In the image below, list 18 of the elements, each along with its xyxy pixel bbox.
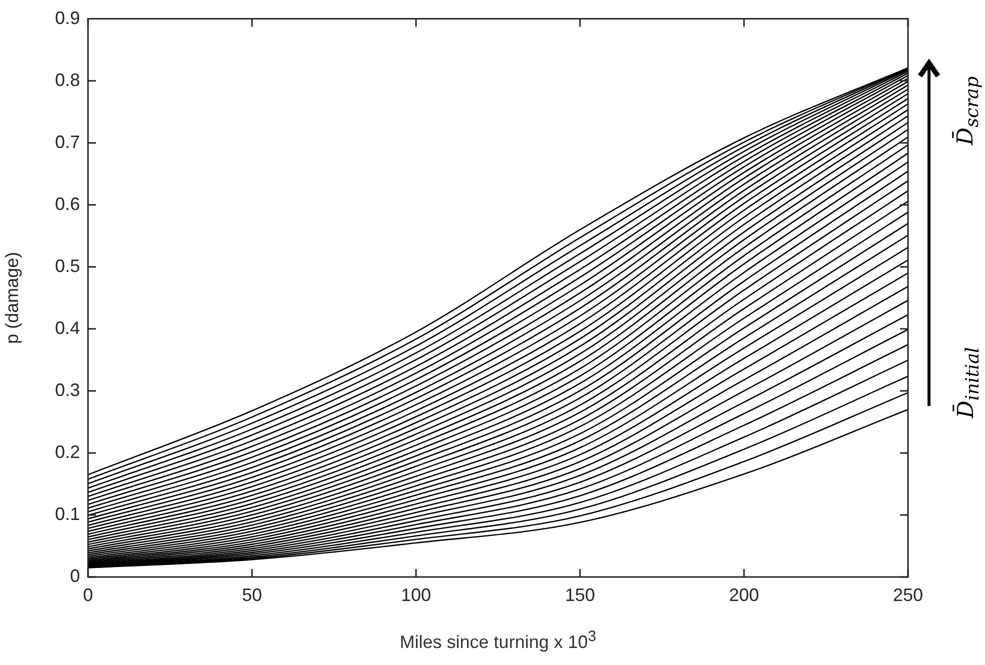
- x-tick-label: 150: [564, 584, 596, 605]
- y-tick-label: 0.2: [54, 442, 80, 462]
- y-tick-label: 0.8: [54, 70, 80, 90]
- y-tick-label: 0.4: [54, 318, 80, 338]
- y-tick-label: 0.5: [54, 256, 80, 276]
- y-tick-label: 0.6: [54, 194, 80, 214]
- y-tick-label: 0.7: [54, 132, 80, 152]
- y-tick-label: 0.3: [54, 380, 80, 400]
- x-axis-title: Miles since turning x 10$^{3}$: [398, 628, 598, 653]
- x-tick-label: 250: [892, 584, 924, 605]
- y-tick-label: 0.9: [54, 8, 80, 28]
- x-tick-label: 100: [400, 584, 432, 605]
- y-tick-label: 0: [70, 566, 80, 586]
- y-axis-title: p (damage): [2, 252, 22, 344]
- x-tick-label: 50: [242, 584, 262, 605]
- y-tick-label: 0.1: [54, 504, 80, 524]
- x-tick-label: 0: [82, 584, 94, 605]
- x-tick-label: 200: [728, 584, 760, 605]
